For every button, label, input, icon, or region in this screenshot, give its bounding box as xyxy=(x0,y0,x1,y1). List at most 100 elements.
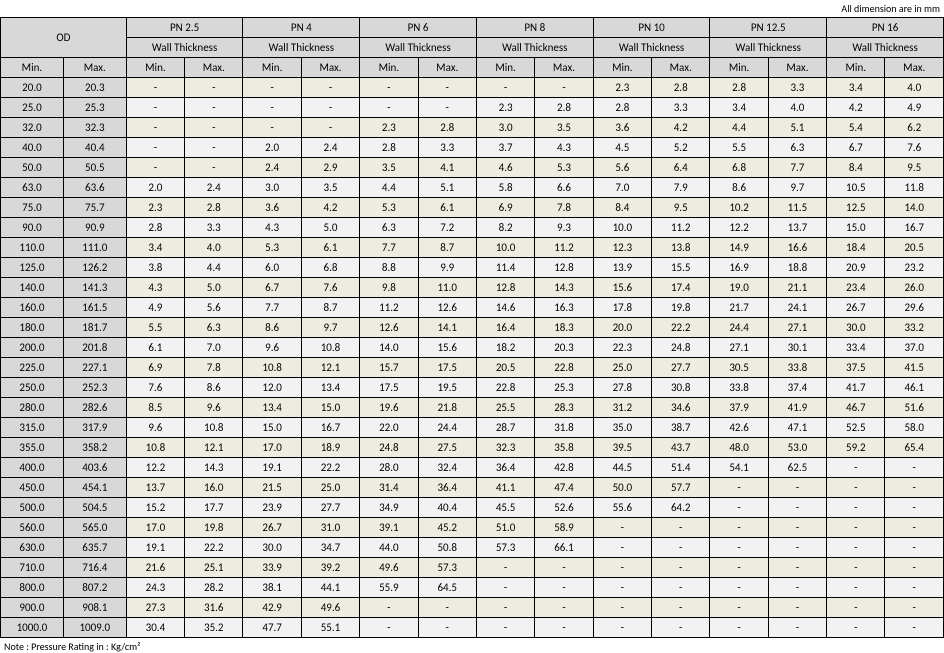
value-cell: 44.1 xyxy=(301,578,359,598)
table-row: 200.0201.86.17.09.610.814.015.618.220.32… xyxy=(1,338,944,358)
value-cell: 17.7 xyxy=(185,498,243,518)
pn-group-header: PN 6 xyxy=(360,18,477,38)
value-cell: 23.2 xyxy=(885,258,944,278)
value-cell: 31.2 xyxy=(593,398,651,418)
value-cell: 25.0 xyxy=(301,478,359,498)
value-cell: 6.1 xyxy=(418,198,476,218)
value-cell: 50.8 xyxy=(418,538,476,558)
value-cell: 44.0 xyxy=(360,538,418,558)
value-cell: 3.4 xyxy=(827,78,885,98)
table-row: 75.075.72.32.83.64.25.36.16.97.88.49.510… xyxy=(1,198,944,218)
pn-group-header: PN 2.5 xyxy=(126,18,243,38)
value-cell: 22.2 xyxy=(185,538,243,558)
wall-thickness-header: Wall Thickness xyxy=(827,38,944,58)
value-cell: 12.3 xyxy=(593,238,651,258)
value-cell: 12.2 xyxy=(126,458,184,478)
value-cell: 19.1 xyxy=(243,458,301,478)
value-cell: 37.4 xyxy=(768,378,826,398)
value-cell: - xyxy=(418,98,476,118)
value-cell: 25.5 xyxy=(476,398,534,418)
od-cell: 355.0 xyxy=(1,438,64,458)
value-cell: 4.3 xyxy=(243,218,301,238)
value-cell: 2.8 xyxy=(126,218,184,238)
od-cell: 110.0 xyxy=(1,238,64,258)
value-cell: - xyxy=(768,558,826,578)
od-cell: 282.6 xyxy=(63,398,126,418)
value-cell: 21.7 xyxy=(710,298,768,318)
max-header: Max. xyxy=(418,58,476,78)
value-cell: 12.8 xyxy=(476,278,534,298)
value-cell: - xyxy=(710,518,768,538)
value-cell: 24.4 xyxy=(710,318,768,338)
value-cell: 8.4 xyxy=(593,198,651,218)
value-cell: 7.9 xyxy=(652,178,710,198)
value-cell: 5.3 xyxy=(535,158,593,178)
value-cell: - xyxy=(476,598,534,618)
value-cell: 19.8 xyxy=(652,298,710,318)
value-cell: 8.6 xyxy=(185,378,243,398)
value-cell: 16.7 xyxy=(885,218,944,238)
value-cell: 29.6 xyxy=(885,298,944,318)
max-header: Max. xyxy=(885,58,944,78)
value-cell: - xyxy=(126,118,184,138)
od-cell: 32.0 xyxy=(1,118,64,138)
table-row: 500.0504.515.217.723.927.734.940.445.552… xyxy=(1,498,944,518)
od-cell: 20.3 xyxy=(63,78,126,98)
value-cell: 38.1 xyxy=(243,578,301,598)
value-cell: 3.3 xyxy=(185,218,243,238)
value-cell: 64.5 xyxy=(418,578,476,598)
value-cell: - xyxy=(360,598,418,618)
value-cell: 31.6 xyxy=(185,598,243,618)
value-cell: 27.7 xyxy=(652,358,710,378)
value-cell: 10.0 xyxy=(593,218,651,238)
value-cell: 6.0 xyxy=(243,258,301,278)
value-cell: 20.5 xyxy=(476,358,534,378)
value-cell: - xyxy=(827,538,885,558)
table-body: 20.020.3--------2.32.82.83.33.44.025.025… xyxy=(1,78,944,638)
table-row: 560.0565.017.019.826.731.039.145.251.058… xyxy=(1,518,944,538)
value-cell: - xyxy=(827,558,885,578)
max-header: Max. xyxy=(301,58,359,78)
value-cell: 2.8 xyxy=(593,98,651,118)
value-cell: 19.6 xyxy=(360,398,418,418)
value-cell: 33.8 xyxy=(710,378,768,398)
value-cell: 18.3 xyxy=(535,318,593,338)
value-cell: 4.4 xyxy=(710,118,768,138)
value-cell: 4.0 xyxy=(185,238,243,258)
value-cell: 15.7 xyxy=(360,358,418,378)
value-cell: 2.3 xyxy=(126,198,184,218)
value-cell: - xyxy=(885,618,944,638)
max-header: Max. xyxy=(768,58,826,78)
od-cell: 63.0 xyxy=(1,178,64,198)
od-cell: 111.0 xyxy=(63,238,126,258)
value-cell: 4.2 xyxy=(652,118,710,138)
od-cell: 250.0 xyxy=(1,378,64,398)
value-cell: - xyxy=(418,598,476,618)
value-cell: 8.8 xyxy=(360,258,418,278)
value-cell: - xyxy=(301,98,359,118)
value-cell: 6.8 xyxy=(710,158,768,178)
value-cell: - xyxy=(710,558,768,578)
value-cell: 6.3 xyxy=(768,138,826,158)
value-cell: 27.5 xyxy=(418,438,476,458)
table-row: 63.063.62.02.43.03.54.45.15.86.67.07.98.… xyxy=(1,178,944,198)
value-cell: 7.0 xyxy=(593,178,651,198)
value-cell: 51.0 xyxy=(476,518,534,538)
value-cell: - xyxy=(710,498,768,518)
value-cell: 15.0 xyxy=(301,398,359,418)
wall-thickness-table: ODPN 2.5PN 4PN 6PN 8PN 10PN 12.5PN 16 Wa… xyxy=(0,17,944,638)
table-row: 710.0716.421.625.133.939.249.657.3------… xyxy=(1,558,944,578)
value-cell: 42.9 xyxy=(243,598,301,618)
value-cell: - xyxy=(593,578,651,598)
value-cell: 34.7 xyxy=(301,538,359,558)
value-cell: 16.7 xyxy=(301,418,359,438)
value-cell: 33.4 xyxy=(827,338,885,358)
table-row: 800.0807.224.328.238.144.155.964.5------… xyxy=(1,578,944,598)
od-cell: 630.0 xyxy=(1,538,64,558)
value-cell: - xyxy=(418,618,476,638)
value-cell: 41.7 xyxy=(827,378,885,398)
table-row: 125.0126.23.84.46.06.88.89.911.412.813.9… xyxy=(1,258,944,278)
value-cell: - xyxy=(185,78,243,98)
od-cell: 181.7 xyxy=(63,318,126,338)
value-cell: - xyxy=(535,78,593,98)
